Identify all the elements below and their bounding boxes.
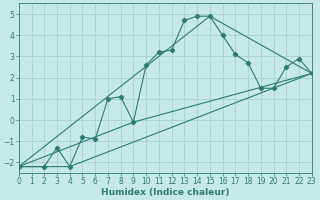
X-axis label: Humidex (Indice chaleur): Humidex (Indice chaleur) (101, 188, 229, 197)
